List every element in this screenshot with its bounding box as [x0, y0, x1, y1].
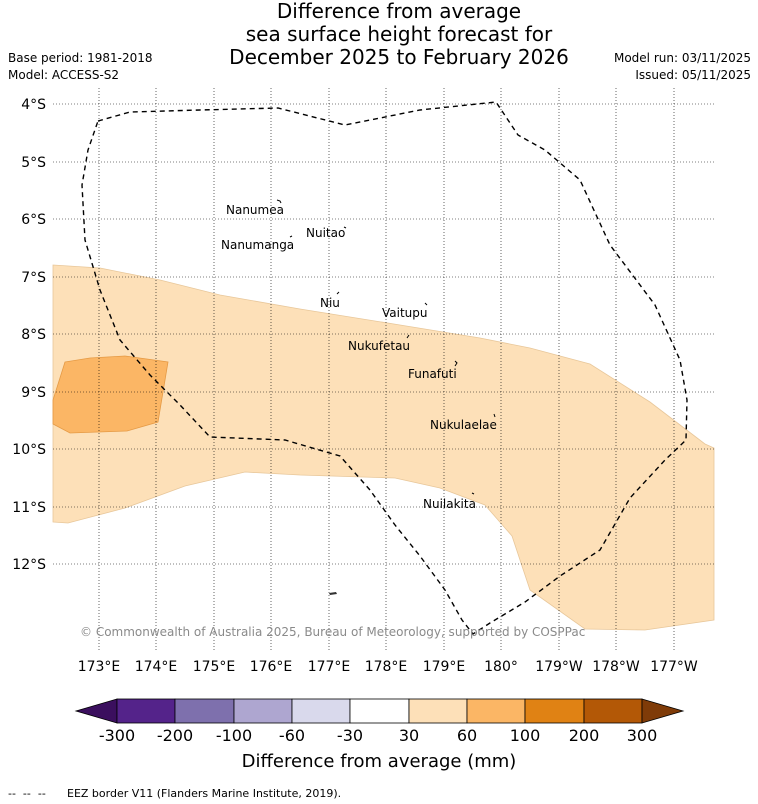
island-labels: Nanumea Nuitao Nanumanga Niu Vaitupu Nuk… — [221, 203, 497, 511]
colorbar-tick: -30 — [337, 726, 363, 745]
lon-label: 176°E — [250, 659, 293, 675]
issued-date: Issued: 05/11/2025 — [635, 68, 751, 82]
title-line-3: December 2025 to February 2026 — [229, 45, 569, 69]
island-label-nanumanga: Nanumanga — [221, 238, 294, 252]
lon-label: 177°W — [650, 659, 698, 675]
colorbar-tick: 200 — [569, 726, 600, 745]
island-marker-nuitao — [343, 226, 347, 229]
colorbar-segment — [291, 698, 351, 724]
island-marker-funafuti — [454, 360, 458, 367]
lat-label: 5°S — [21, 155, 46, 171]
island-label-nuitao: Nuitao — [306, 226, 345, 240]
island-label-niu: Niu — [320, 296, 340, 310]
colorbar-segment — [233, 698, 293, 724]
lat-label: 9°S — [21, 385, 46, 401]
island-label-nukufetau: Nukufetau — [348, 339, 410, 353]
lat-label: 10°S — [12, 442, 46, 458]
lon-label: 179°E — [423, 659, 466, 675]
lat-label: 7°S — [21, 270, 46, 286]
colorbar-tick: 100 — [510, 726, 541, 745]
anomaly-region-30-60 — [52, 264, 715, 631]
meta-right: Model run: 03/11/2025 Issued: 05/11/2025 — [614, 50, 751, 84]
colorbar-segment — [583, 698, 643, 724]
lon-label: 174°E — [135, 659, 178, 675]
lon-label: 175°E — [193, 659, 236, 675]
island-marker-niu — [336, 291, 340, 295]
lon-label: 173°E — [78, 659, 121, 675]
colorbar-tick: -100 — [216, 726, 252, 745]
model-run: Model run: 03/11/2025 — [613, 51, 751, 65]
lon-gridlines — [98, 88, 675, 650]
lat-label: 4°S — [21, 97, 46, 113]
island-label-nuilakita: Nuilakita — [423, 497, 476, 511]
anomaly-region-60-100 — [52, 355, 169, 434]
island-label-vaitupu: Vaitupu — [382, 306, 428, 320]
colorbar-segment — [349, 698, 410, 724]
colorbar-segment — [466, 698, 526, 724]
model-name: Model: ACCESS-S2 — [8, 68, 120, 82]
island-marker-vaitupu — [424, 302, 428, 306]
lon-labels: 173°E 174°E 175°E 176°E 177°E 178°E 179°… — [78, 659, 698, 675]
title-line-1: Difference from average — [276, 0, 522, 23]
island-marker-nuilakita — [471, 492, 475, 495]
lat-label: 6°S — [21, 212, 46, 228]
island-marker-nanumea — [276, 199, 282, 204]
eez-border — [81, 101, 688, 635]
lon-label: 178°E — [365, 659, 408, 675]
island-marker-nukulaelae — [493, 413, 496, 418]
colorbar-ticks: -300 -200 -100 -60 -30 30 60 100 200 300 — [99, 726, 657, 745]
lon-label: 180° — [484, 659, 518, 675]
island-markers — [276, 199, 496, 495]
lat-label: 8°S — [21, 327, 46, 343]
lat-label: 12°S — [12, 557, 46, 573]
copyright-notice: © Commonwealth of Australia 2025, Bureau… — [80, 625, 585, 639]
colorbar-tick: 30 — [399, 726, 419, 745]
colorbar-extend-high — [641, 698, 685, 724]
title-line-2: sea surface height forecast for — [245, 22, 553, 46]
lat-label: 11°S — [12, 500, 46, 516]
colorbar-segment — [408, 698, 468, 724]
colorbar-extend-low — [74, 698, 118, 724]
colorbar-tick: 60 — [457, 726, 477, 745]
colorbar-segment — [524, 698, 585, 724]
base-period: Base period: 1981-2018 — [8, 51, 153, 65]
island-marker-nanumanga — [289, 235, 293, 238]
island-marker-nukufetau — [406, 334, 410, 339]
footer-legend-dashes: -- -- -- — [8, 787, 46, 800]
lat-gridlines — [53, 103, 714, 565]
colorbar-tick: 300 — [627, 726, 658, 745]
chart-title: Difference from average sea surface heig… — [0, 0, 758, 69]
islet-shape — [329, 592, 337, 595]
island-label-nukulaelae: Nukulaelae — [430, 418, 497, 432]
meta-left: Base period: 1981-2018 Model: ACCESS-S2 — [8, 50, 153, 84]
colorbar-tick: -300 — [99, 726, 135, 745]
colorbar-title: Difference from average (mm) — [242, 751, 517, 772]
lat-labels: 4°S 5°S 6°S 7°S 8°S 9°S 10°S 11°S 12°S — [12, 97, 46, 573]
colorbar-segment — [174, 698, 235, 724]
island-label-funafuti: Funafuti — [408, 367, 457, 381]
footer-legend-text: EEZ border V11 (Flanders Marine Institut… — [67, 787, 341, 800]
lon-label: 177°E — [308, 659, 351, 675]
lon-label: 179°W — [535, 659, 583, 675]
island-label-nanumea: Nanumea — [226, 203, 284, 217]
colorbar-tick: -60 — [279, 726, 305, 745]
colorbar-segment — [116, 698, 176, 724]
colorbar-tick: -200 — [157, 726, 193, 745]
colorbar — [74, 698, 685, 724]
lon-label: 178°W — [592, 659, 640, 675]
